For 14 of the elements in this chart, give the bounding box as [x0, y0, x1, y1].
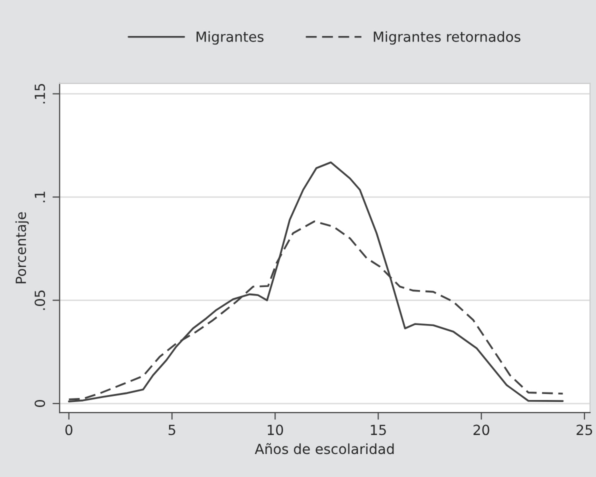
x-tick-label: 0 [65, 424, 72, 436]
x-tick-label: 25 [576, 424, 592, 436]
legend-label: Migrantes retornados [374, 31, 520, 45]
x-tick-label: 15 [370, 424, 386, 436]
x-tick-label: 10 [268, 424, 284, 436]
x-axis-title: Años de escolaridad [254, 443, 394, 454]
y-axis-title: Porcentaje [15, 212, 29, 284]
x-tick-label: 20 [474, 424, 490, 436]
legend-label: Migrantes [196, 31, 264, 45]
y-tick-label: .1 [34, 192, 45, 202]
y-tick-label: .15 [34, 84, 46, 104]
x-tick-label: 5 [168, 424, 176, 436]
y-tick-label: .05 [34, 290, 46, 310]
y-tick-label: 0 [34, 400, 46, 408]
